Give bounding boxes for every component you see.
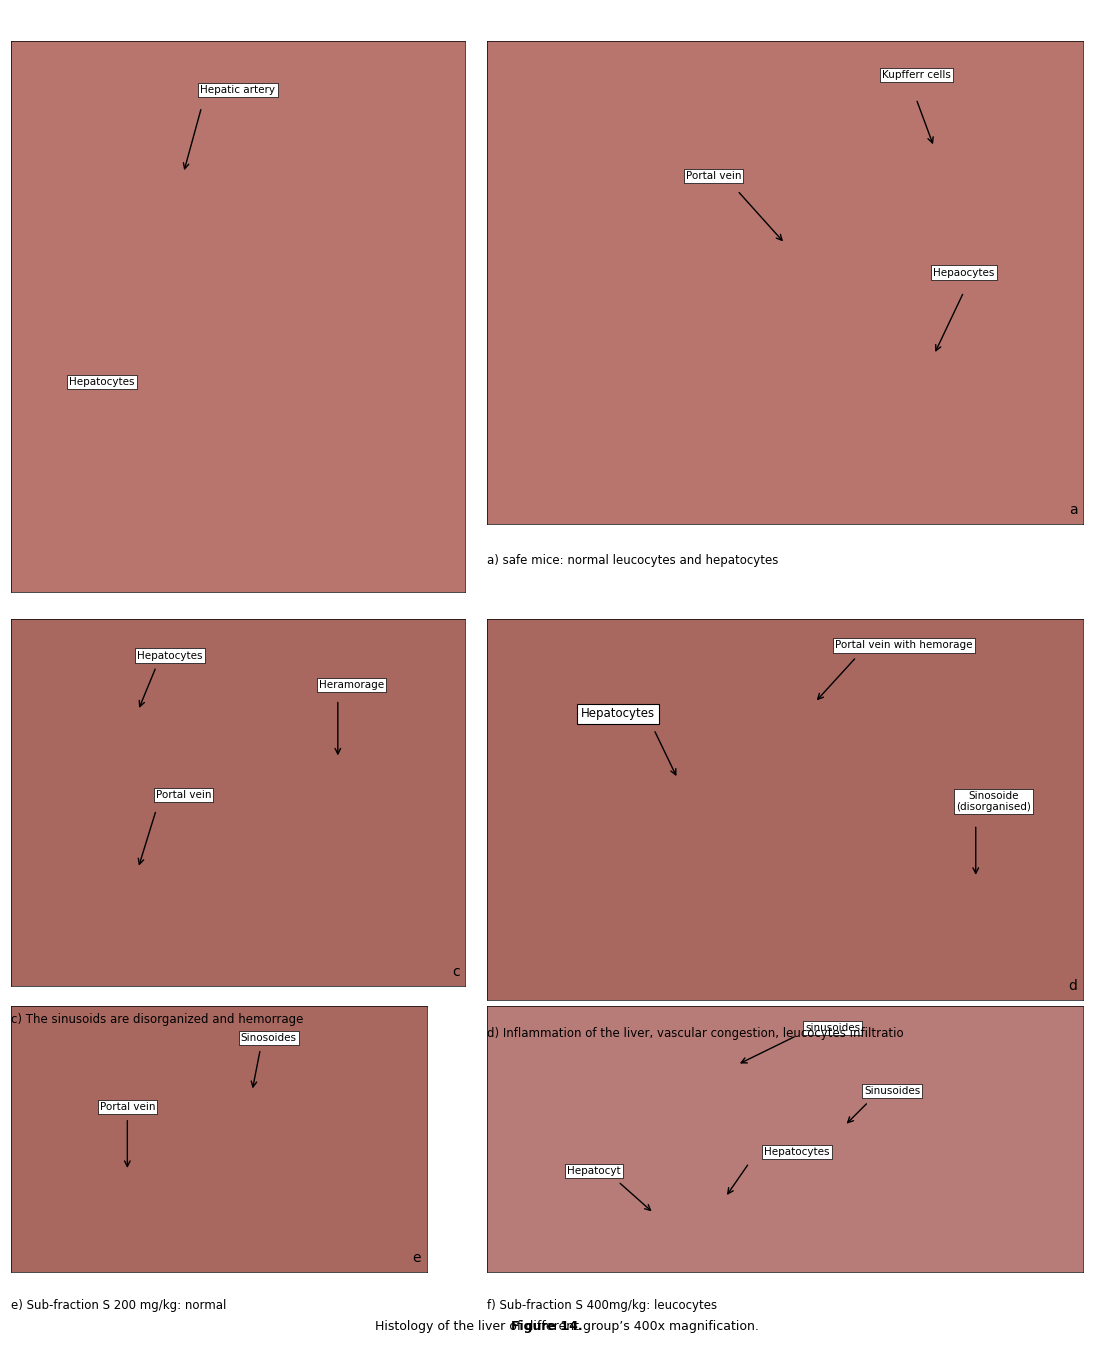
Text: a: a — [1069, 503, 1078, 517]
Text: Hepatocyt: Hepatocyt — [568, 1166, 621, 1176]
Text: c) The sinusoids are disorganized and hemorrage: c) The sinusoids are disorganized and he… — [11, 1013, 303, 1027]
Text: e: e — [412, 1251, 421, 1265]
Text: Portal vein: Portal vein — [100, 1102, 155, 1112]
Text: Hepatocytes: Hepatocytes — [581, 707, 655, 721]
Text: Sinusoides: Sinusoides — [864, 1087, 920, 1096]
Text: Hepatocytes: Hepatocytes — [69, 377, 135, 388]
Text: c: c — [452, 966, 459, 979]
Text: d) Inflammation of the liver, vascular congestion, leucocytes infiltratio: d) Inflammation of the liver, vascular c… — [487, 1027, 904, 1040]
Text: Hepatocytes: Hepatocytes — [764, 1148, 829, 1157]
Text: Hepatocytes: Hepatocytes — [137, 650, 202, 661]
Text: d: d — [1069, 979, 1078, 993]
Text: f) Sub-fraction S 400mg/kg: leucocytes: f) Sub-fraction S 400mg/kg: leucocytes — [487, 1299, 717, 1312]
Text: Heramorage: Heramorage — [318, 680, 384, 690]
Text: Histology of the liver of different group’s 400x magnification.: Histology of the liver of different grou… — [335, 1319, 759, 1333]
Text: Portal vein: Portal vein — [155, 790, 211, 800]
Text: Figure 14.: Figure 14. — [511, 1319, 583, 1333]
Text: Hepatic artery: Hepatic artery — [200, 86, 276, 95]
Text: Sinosoide
(disorganised): Sinosoide (disorganised) — [956, 790, 1031, 812]
Text: Kupfferr cells: Kupfferr cells — [882, 69, 951, 80]
Text: Portal vein with hemorage: Portal vein with hemorage — [836, 641, 973, 650]
Text: Hepaocytes: Hepaocytes — [933, 268, 994, 277]
Text: sinusoides: sinusoides — [805, 1023, 860, 1032]
Text: a) safe mice: normal leucocytes and hepatocytes: a) safe mice: normal leucocytes and hepa… — [487, 554, 778, 567]
Text: e) Sub-fraction S 200 mg/kg: normal: e) Sub-fraction S 200 mg/kg: normal — [11, 1299, 226, 1312]
Text: Portal vein: Portal vein — [686, 171, 741, 181]
Text: Sinosoides: Sinosoides — [241, 1034, 296, 1043]
